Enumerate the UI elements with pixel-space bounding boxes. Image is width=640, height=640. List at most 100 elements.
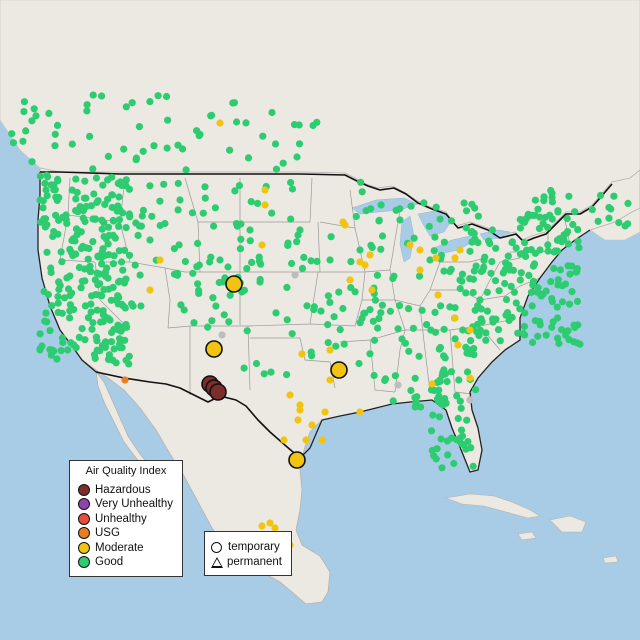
station-good	[58, 258, 66, 266]
station-good	[175, 241, 183, 249]
station-good	[462, 207, 471, 215]
station-good	[246, 226, 254, 234]
station-good	[256, 275, 264, 284]
station-good	[324, 339, 332, 347]
station-moderate	[454, 341, 462, 349]
station-good	[125, 210, 133, 218]
station-good	[36, 172, 45, 180]
station-good	[531, 196, 540, 204]
good-swatch	[78, 555, 90, 568]
station-good	[212, 302, 220, 310]
station-good	[528, 302, 536, 310]
station-moderate	[146, 286, 154, 294]
station-good	[482, 329, 490, 337]
station-good	[60, 294, 69, 302]
highlight-station-moderate	[288, 451, 306, 469]
station-good	[481, 253, 489, 261]
station-moderate	[318, 436, 326, 444]
station-good	[474, 212, 482, 220]
station-good	[477, 315, 485, 323]
station-good	[550, 264, 558, 273]
station-good	[98, 260, 106, 268]
station-good	[394, 325, 402, 333]
station-good	[568, 288, 576, 296]
station-good	[268, 108, 276, 117]
station-good	[146, 236, 154, 244]
station-good	[116, 343, 124, 352]
station-good	[32, 112, 40, 120]
station-good	[436, 215, 444, 223]
station-good	[415, 272, 424, 280]
station-moderate	[428, 380, 436, 388]
station-good	[491, 277, 500, 285]
station-moderate	[258, 241, 266, 249]
station-good	[267, 368, 275, 376]
legend-item-moderate: Moderate	[78, 541, 144, 554]
station-good	[427, 427, 436, 435]
station-good	[518, 250, 526, 258]
station-good	[110, 252, 118, 260]
station-grey	[394, 381, 402, 389]
station-good	[146, 98, 154, 106]
land-jamaica	[517, 531, 537, 541]
moderate-swatch	[78, 541, 90, 554]
station-good	[284, 241, 292, 249]
station-good	[20, 98, 28, 106]
station-good	[86, 132, 94, 140]
station-good	[390, 272, 398, 280]
station-moderate	[261, 186, 269, 194]
station-good	[121, 336, 129, 344]
station-good	[456, 397, 464, 405]
station-good	[466, 346, 474, 354]
station-good	[368, 243, 376, 251]
station-good	[450, 459, 458, 468]
station-good	[492, 244, 500, 252]
station-good	[48, 302, 56, 310]
station-good	[377, 245, 385, 253]
station-good	[220, 311, 228, 319]
station-good	[558, 298, 567, 306]
hazardous-swatch	[78, 483, 90, 496]
station-moderate	[406, 241, 414, 249]
station-good	[551, 247, 559, 255]
station-good	[605, 203, 613, 212]
station-good	[107, 338, 116, 346]
station-good	[554, 276, 562, 284]
station-good	[386, 307, 394, 315]
circle-icon	[211, 541, 222, 553]
station-good	[114, 278, 123, 286]
station-good	[46, 327, 54, 335]
legend-label: Hazardous	[95, 483, 151, 496]
station-good	[134, 231, 142, 239]
station-good	[55, 278, 63, 286]
station-good	[99, 181, 107, 189]
station-good	[572, 268, 580, 276]
station-good	[118, 258, 126, 266]
station-good	[122, 182, 130, 190]
station-good	[57, 347, 65, 355]
station-good	[447, 265, 455, 273]
station-good	[28, 117, 36, 125]
station-good	[440, 238, 448, 246]
station-good	[548, 323, 556, 331]
station-good	[535, 224, 544, 233]
station-good	[441, 354, 449, 362]
station-good	[224, 263, 232, 271]
station-good	[391, 372, 399, 380]
station-good	[432, 203, 440, 211]
station-good	[38, 342, 46, 350]
station-good	[467, 337, 475, 345]
station-good	[53, 121, 62, 129]
station-good	[357, 178, 365, 186]
station-good	[404, 305, 413, 313]
station-good	[101, 343, 109, 352]
station-good	[139, 147, 147, 155]
station-good	[553, 314, 562, 322]
station-good	[242, 119, 250, 127]
station-good	[377, 201, 385, 209]
station-good	[451, 335, 459, 343]
station-good	[44, 291, 53, 299]
station-good	[283, 283, 291, 291]
station-good	[457, 426, 466, 434]
station-good	[326, 298, 334, 306]
